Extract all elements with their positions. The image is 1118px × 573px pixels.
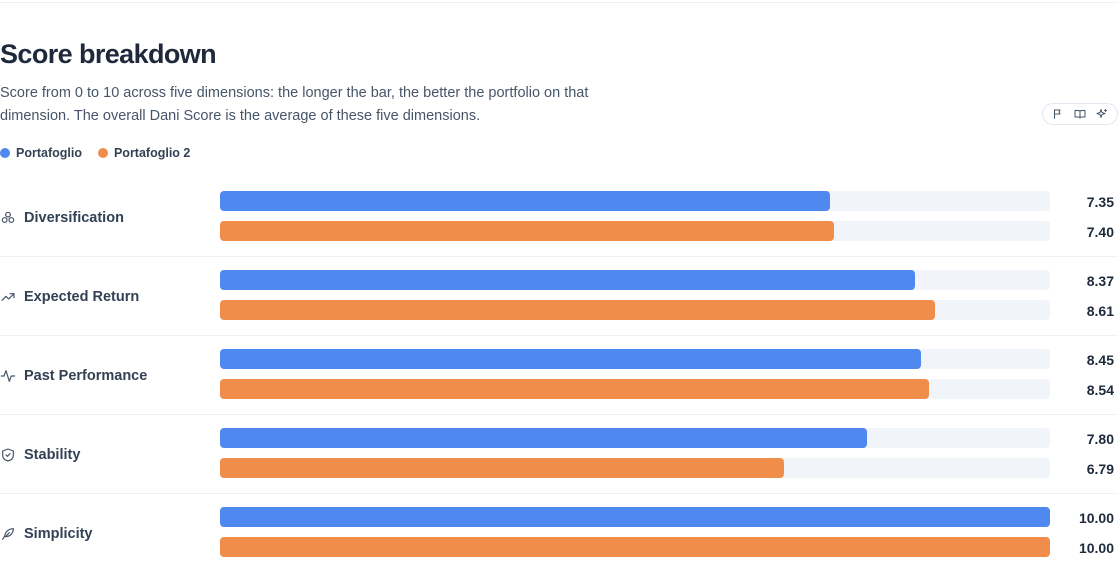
legend-swatch-series-2	[97, 148, 108, 158]
bar-track	[220, 428, 1050, 448]
value-label-series-2: 8.54	[1086, 382, 1114, 398]
trending-up-icon	[0, 289, 16, 305]
score-row: Stability 7.80 6.79	[0, 415, 1118, 494]
legend-label-series-2: Portafoglio 2	[113, 146, 191, 160]
category-name: Simplicity	[24, 525, 93, 542]
bar-track	[220, 458, 1050, 478]
bar-series-1	[220, 270, 915, 290]
feather-icon	[0, 526, 16, 542]
chart-toolbar	[1042, 103, 1118, 125]
bar-track	[220, 349, 1050, 369]
score-row: Diversification 7.35 7.40	[0, 178, 1118, 257]
bar-series-2	[220, 300, 935, 320]
bar-track	[220, 300, 1050, 320]
bar-track	[220, 537, 1050, 557]
value-label-series-1: 7.35	[1086, 194, 1114, 210]
category-label: Simplicity	[0, 494, 93, 573]
value-label-series-2: 6.79	[1086, 461, 1114, 477]
bar-series-2	[220, 379, 929, 399]
category-label: Stability	[0, 415, 80, 494]
score-row: Past Performance 8.45 8.54	[0, 336, 1118, 415]
value-label-series-1: 10.00	[1078, 510, 1114, 526]
bar-track	[220, 507, 1050, 527]
legend-item-series-2: Portafoglio 2	[97, 146, 191, 160]
bar-series-2	[220, 537, 1050, 557]
score-row: Simplicity 10.00 10.00	[0, 494, 1118, 573]
shield-check-icon	[0, 447, 16, 463]
category-label: Expected Return	[0, 257, 139, 336]
bar-series-1	[220, 191, 831, 211]
chart-legend: Portafoglio Portafoglio 2	[0, 146, 190, 160]
category-name: Diversification	[24, 209, 124, 226]
bar-series-1	[220, 428, 868, 448]
book-open-icon[interactable]	[1072, 106, 1088, 122]
value-label-series-1: 8.37	[1086, 273, 1114, 289]
category-name: Past Performance	[24, 367, 148, 384]
bar-series-2	[220, 221, 835, 241]
value-label-series-1: 7.80	[1086, 431, 1114, 447]
value-label-series-2: 10.00	[1078, 540, 1114, 556]
flag-icon[interactable]	[1050, 106, 1066, 122]
top-divider	[0, 2, 1118, 3]
bar-track	[220, 379, 1050, 399]
score-rows: Diversification 7.35 7.40 Expected Return 8.…	[0, 178, 1118, 573]
category-name: Expected Return	[24, 288, 140, 305]
sparkles-icon[interactable]	[1094, 106, 1110, 122]
activity-icon	[0, 368, 16, 384]
value-label-series-1: 8.45	[1086, 352, 1114, 368]
bar-track	[220, 221, 1050, 241]
value-label-series-2: 8.61	[1086, 303, 1114, 319]
category-label: Past Performance	[0, 336, 147, 415]
bar-series-1	[220, 349, 922, 369]
value-label-series-2: 7.40	[1086, 224, 1114, 240]
category-label: Diversification	[0, 178, 124, 257]
category-name: Stability	[24, 446, 81, 463]
legend-label-series-1: Portafoglio	[16, 146, 82, 160]
legend-item-series-1: Portafoglio	[0, 146, 82, 160]
bar-series-1	[220, 507, 1050, 527]
legend-swatch-series-1	[0, 148, 10, 158]
page-title: Score breakdown	[0, 39, 217, 69]
cluster-icon	[0, 210, 16, 226]
bar-track	[220, 270, 1050, 290]
bar-track	[220, 191, 1050, 211]
chart-description: Score from 0 to 10 across five dimension…	[0, 85, 589, 124]
bar-series-2	[220, 458, 784, 478]
score-row: Expected Return 8.37 8.61	[0, 257, 1118, 336]
